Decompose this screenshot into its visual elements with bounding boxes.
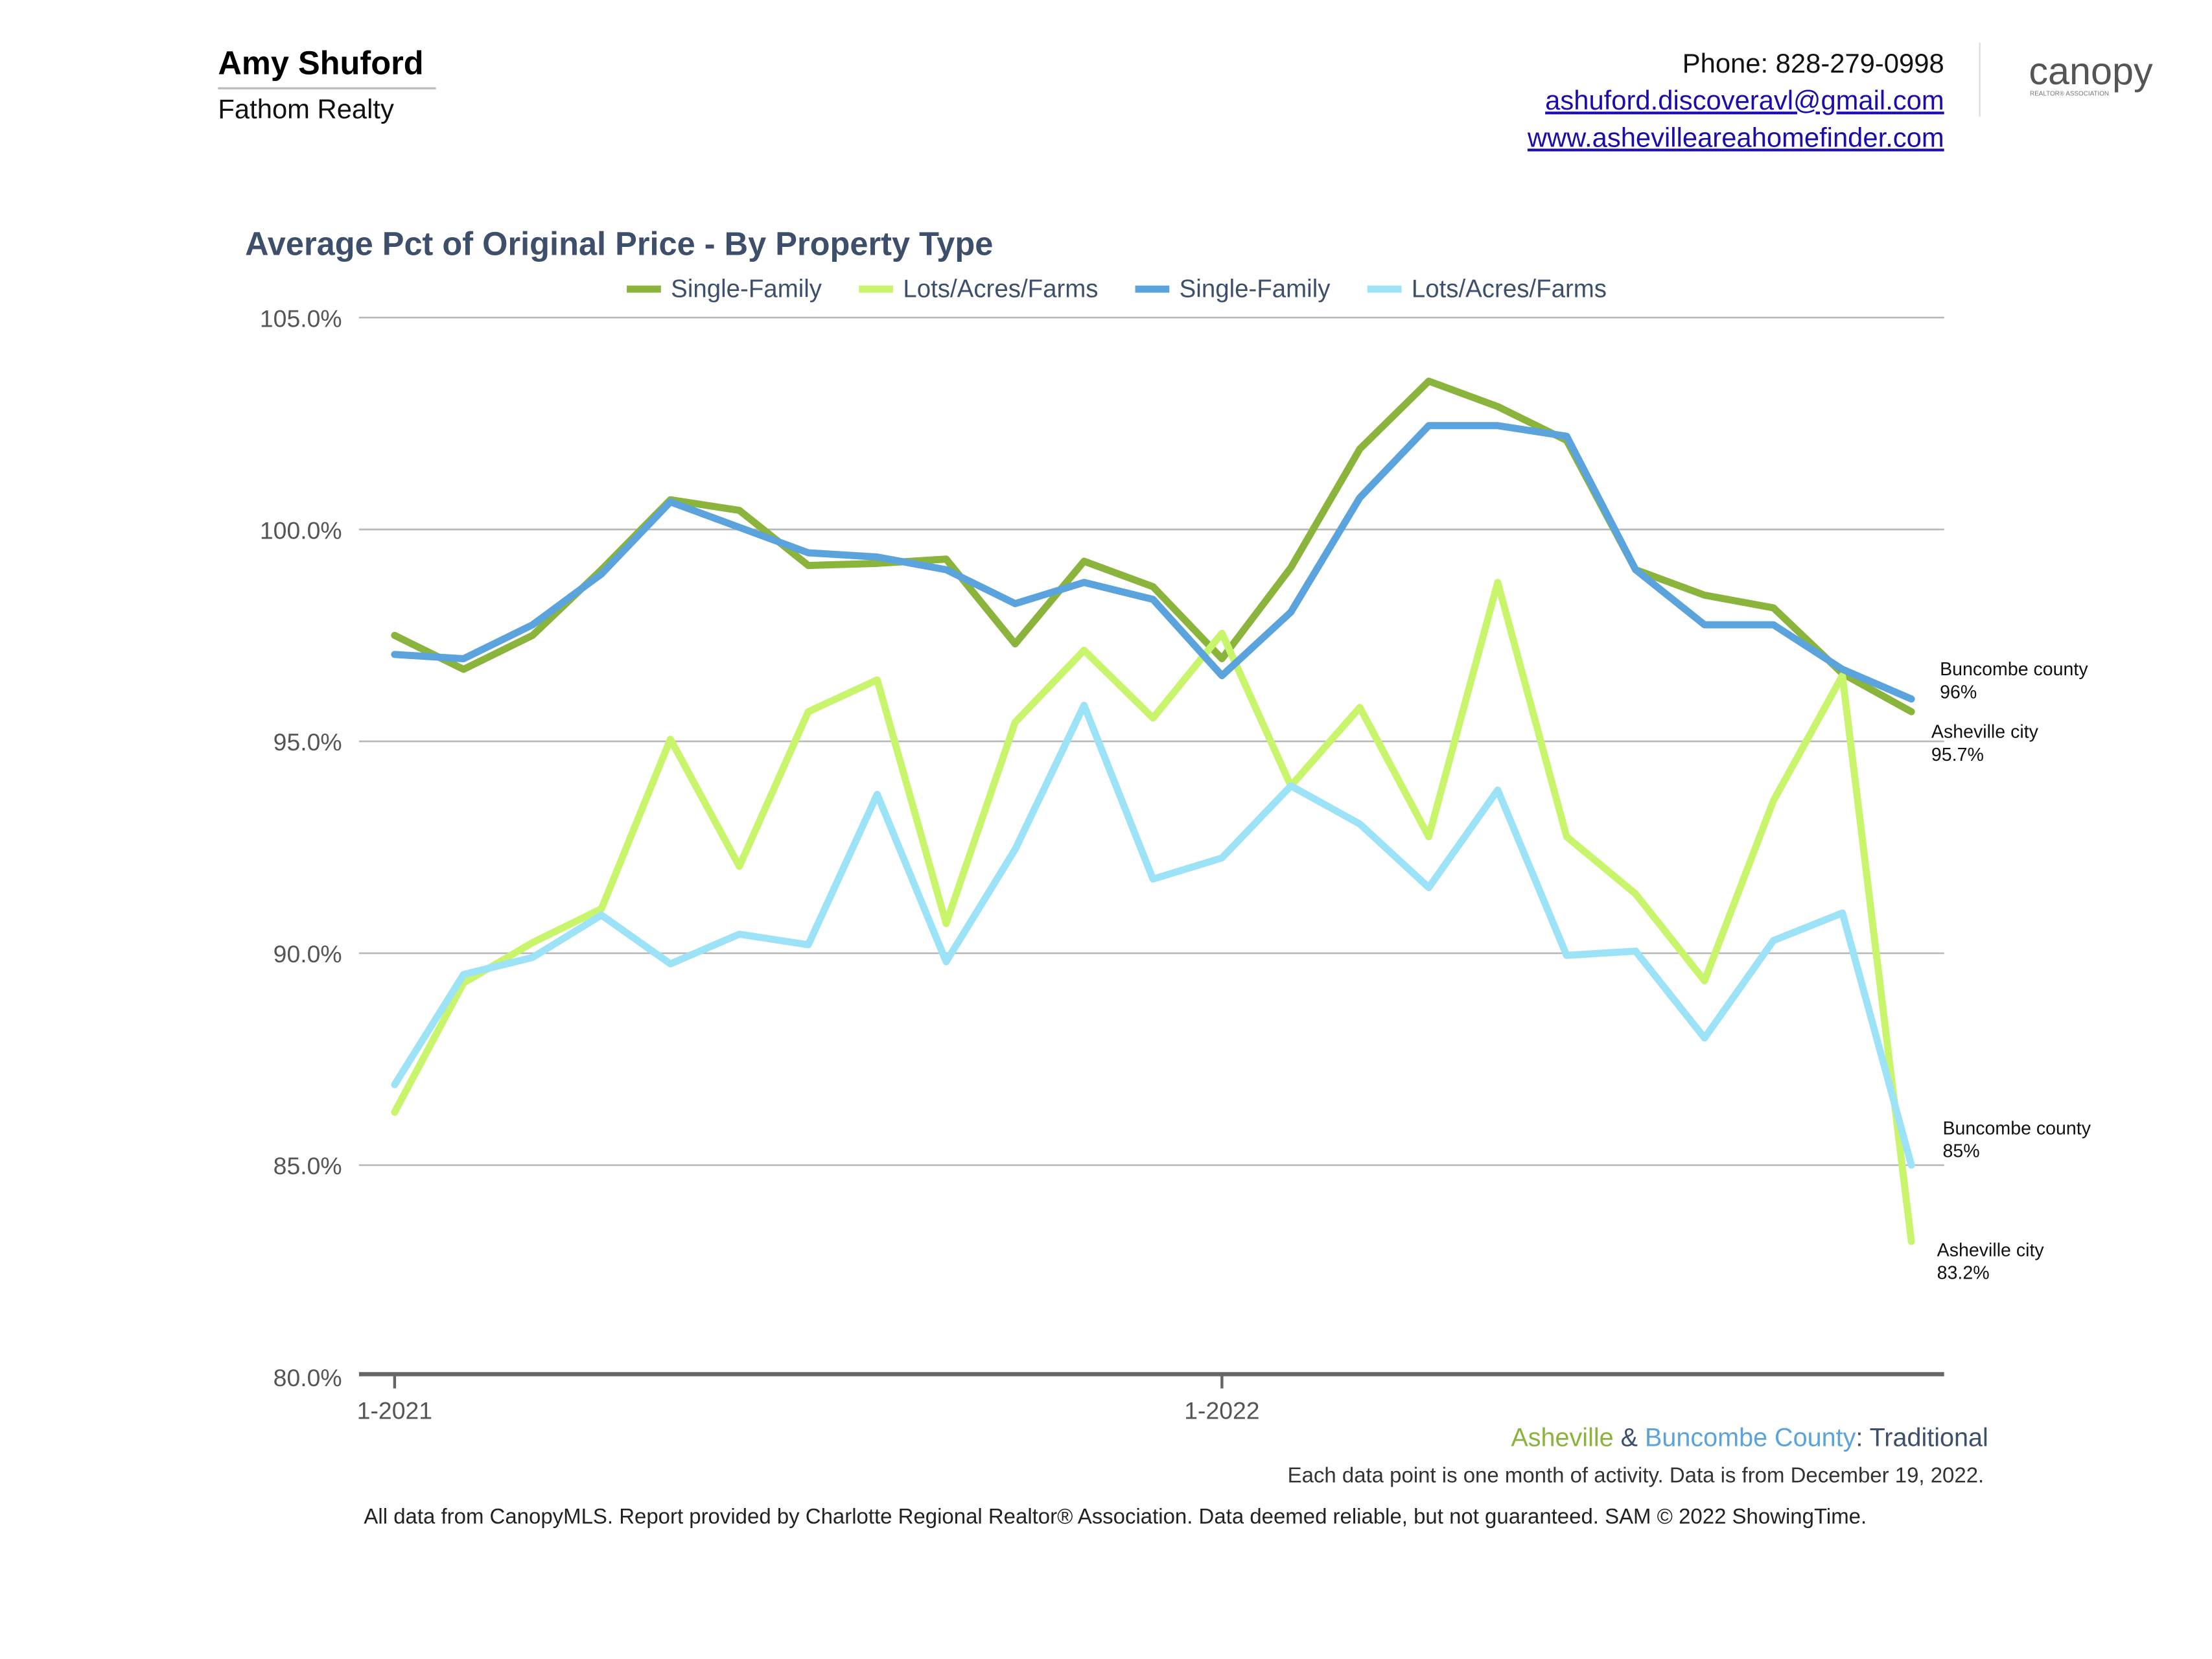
series-line xyxy=(391,422,1915,703)
y-tick-label: 105.0% xyxy=(260,305,342,332)
x-tick-label: 1-2021 xyxy=(357,1397,432,1424)
legend-label: Single-Family xyxy=(671,275,822,303)
series-line xyxy=(391,377,1915,715)
end-label-value: 83.2% xyxy=(1937,1263,1990,1284)
caption: Asheville & Buncombe County: Traditional xyxy=(1511,1424,1988,1452)
end-label-value: 95.7% xyxy=(1931,745,1984,765)
website-link[interactable]: www.ashevilleareahomefinder.com xyxy=(1527,122,1944,152)
agent-name: Amy Shuford xyxy=(218,44,423,81)
legend-label: Single-Family xyxy=(1180,275,1331,303)
legend-label: Lots/Acres/Farms xyxy=(1412,275,1607,303)
x-tick-label: 1-2022 xyxy=(1184,1397,1259,1424)
logo: canopy xyxy=(2029,49,2153,93)
caption-type: : Traditional xyxy=(1856,1424,1988,1452)
logo-subtitle: REALTOR® ASSOCIATION xyxy=(2030,91,2109,98)
footer: All data from CanopyMLS. Report provided… xyxy=(364,1504,1867,1528)
end-label-value: 96% xyxy=(1940,682,1977,702)
email-link[interactable]: ashuford.discoveravl@gmail.com xyxy=(1545,85,1944,115)
legend-label: Lots/Acres/Farms xyxy=(903,275,1098,303)
y-tick-label: 90.0% xyxy=(274,940,342,968)
end-label-name: Buncombe county xyxy=(1940,659,2088,680)
chart-title: Average Pct of Original Price - By Prope… xyxy=(245,225,993,262)
y-tick-label: 85.0% xyxy=(274,1152,342,1179)
end-label-name: Buncombe county xyxy=(1942,1119,2091,1139)
y-tick-label: 95.0% xyxy=(274,728,342,756)
end-label-name: Asheville city xyxy=(1931,722,2039,743)
company: Fathom Realty xyxy=(218,93,394,124)
end-label-value: 85% xyxy=(1942,1141,1979,1162)
caption-asheville: Asheville xyxy=(1511,1424,1613,1452)
y-tick-label: 100.0% xyxy=(260,516,342,544)
phone: Phone: 828-279-0998 xyxy=(1682,48,1944,78)
caption-buncombe: Buncombe County xyxy=(1645,1424,1856,1452)
chart-note: Each data point is one month of activity… xyxy=(1288,1463,1985,1487)
y-tick-label: 80.0% xyxy=(274,1364,342,1391)
caption-amp: & xyxy=(1614,1424,1645,1452)
series-line xyxy=(391,579,1915,1246)
end-label-name: Asheville city xyxy=(1937,1240,2045,1261)
series-line xyxy=(391,701,1915,1169)
